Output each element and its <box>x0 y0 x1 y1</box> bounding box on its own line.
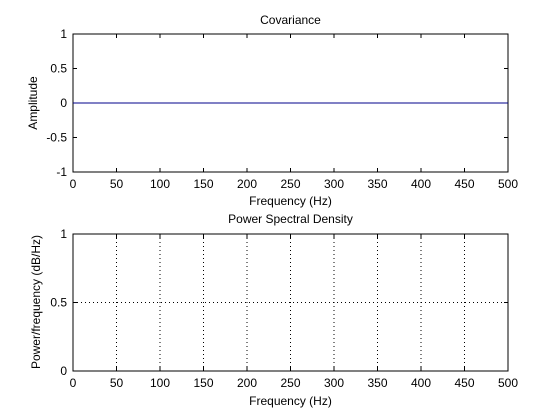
y-tick-label: 1 <box>60 227 67 241</box>
y-tick-label: -1 <box>56 165 67 179</box>
x-tick-label: 0 <box>70 376 77 390</box>
x-tick-label: 500 <box>498 177 518 191</box>
y-axis-label: Amplitude <box>26 76 40 130</box>
x-axis-label: Frequency (Hz) <box>249 194 332 208</box>
x-tick-label: 150 <box>193 177 213 191</box>
y-tick-label: 0 <box>60 96 67 110</box>
chart-title: Covariance <box>260 13 321 27</box>
y-tick-label: 1 <box>60 27 67 41</box>
y-axis-label: Power/frequency (dB/Hz) <box>29 235 43 369</box>
y-tick-label: 0.5 <box>50 296 67 310</box>
x-tick-label: 350 <box>367 376 387 390</box>
x-tick-label: 500 <box>498 376 518 390</box>
y-tick-label: 0 <box>60 364 67 378</box>
x-tick-label: 50 <box>110 177 124 191</box>
x-tick-label: 400 <box>411 177 431 191</box>
y-tick-label: 0.5 <box>50 62 67 76</box>
x-tick-label: 0 <box>70 177 77 191</box>
x-tick-label: 350 <box>367 177 387 191</box>
x-axis-label: Frequency (Hz) <box>249 394 332 408</box>
y-tick-labels: 1 0.5 0 -0.5 -1 <box>46 27 67 179</box>
x-tick-label: 100 <box>150 376 170 390</box>
x-tick-labels: 0 50 100 150 200 250 300 350 400 450 500 <box>70 177 519 191</box>
x-tick-label: 450 <box>454 376 474 390</box>
covariance-plot: Covariance 0 50 100 150 200 250 300 350 400 450 50… <box>26 13 518 208</box>
x-tick-label: 200 <box>237 177 257 191</box>
x-tick-label: 200 <box>237 376 257 390</box>
x-tick-label: 50 <box>110 376 124 390</box>
x-tick-label: 250 <box>280 376 300 390</box>
y-tick-label: -0.5 <box>46 131 67 145</box>
x-tick-label: 450 <box>454 177 474 191</box>
x-tick-label: 400 <box>411 376 431 390</box>
grid-lines <box>73 234 508 371</box>
x-tick-label: 100 <box>150 177 170 191</box>
x-tick-label: 300 <box>324 376 344 390</box>
x-tick-label: 300 <box>324 177 344 191</box>
x-tick-label: 250 <box>280 177 300 191</box>
tick-marks <box>72 233 509 372</box>
tick-marks <box>72 33 509 173</box>
chart-title: Power Spectral Density <box>228 212 353 226</box>
x-tick-labels: 0 50 100 150 200 250 300 350 400 450 500 <box>70 376 519 390</box>
x-tick-label: 150 <box>193 376 213 390</box>
y-tick-labels: 10.50 <box>50 227 67 378</box>
psd-plot: Power Spectral Density 0 50 100 150 200 250 30… <box>29 212 518 408</box>
